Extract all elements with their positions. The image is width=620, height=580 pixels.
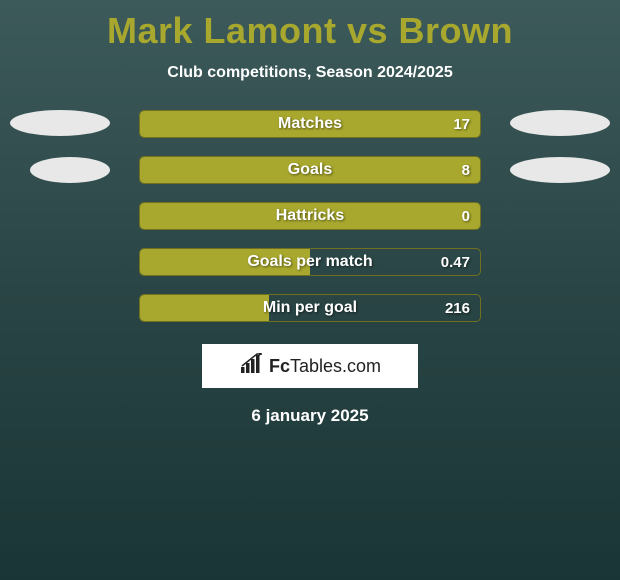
- stat-row: Hattricks0: [0, 202, 620, 230]
- stat-bar: Matches17: [139, 110, 481, 138]
- logo-text: FcTables.com: [269, 356, 381, 377]
- player-ellipse-left: [10, 110, 110, 136]
- page-title: Mark Lamont vs Brown: [0, 0, 620, 52]
- page-date: 6 january 2025: [0, 406, 620, 426]
- stat-row: Matches17: [0, 110, 620, 138]
- stat-bar: Goals per match0.47: [139, 248, 481, 276]
- stat-bar: Min per goal216: [139, 294, 481, 322]
- player-ellipse-right: [510, 157, 610, 183]
- stat-label: Min per goal: [140, 299, 480, 317]
- stat-bar: Goals8: [139, 156, 481, 184]
- stat-label: Matches: [140, 115, 480, 133]
- logo-badge: FcTables.com: [202, 344, 418, 388]
- stat-value: 0: [462, 208, 470, 225]
- stat-row: Goals8: [0, 156, 620, 184]
- stat-label: Hattricks: [140, 207, 480, 225]
- stat-row: Goals per match0.47: [0, 248, 620, 276]
- stat-value: 0.47: [441, 254, 470, 271]
- stat-label: Goals: [140, 161, 480, 179]
- chart-icon: [239, 353, 265, 380]
- stat-value: 17: [453, 116, 470, 133]
- stat-value: 216: [445, 300, 470, 317]
- stats-container: Matches17 Goals8 Hattricks0 Goals per match…: [0, 110, 620, 322]
- page-subtitle: Club competitions, Season 2024/2025: [0, 64, 620, 82]
- stat-value: 8: [462, 162, 470, 179]
- stat-row: Min per goal216: [0, 294, 620, 322]
- player-ellipse-left: [30, 157, 110, 183]
- stat-bar: Hattricks0: [139, 202, 481, 230]
- stat-label: Goals per match: [140, 253, 480, 271]
- player-ellipse-right: [510, 110, 610, 136]
